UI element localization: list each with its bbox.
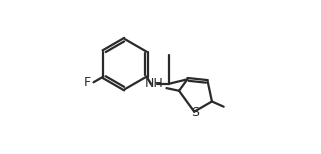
Text: F: F <box>84 76 91 89</box>
Text: S: S <box>191 106 199 119</box>
Text: NH: NH <box>144 77 163 90</box>
